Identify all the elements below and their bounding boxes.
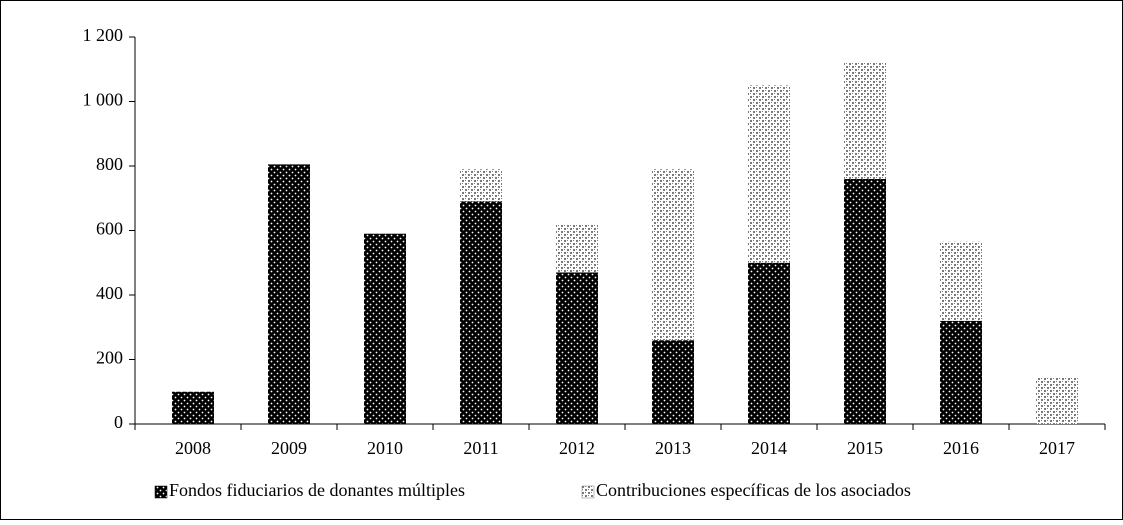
y-tick-label: 1 000 bbox=[83, 90, 124, 110]
bar-segment bbox=[940, 241, 982, 321]
bar-segment bbox=[652, 340, 694, 424]
bar-segment bbox=[748, 262, 790, 424]
bar-segment bbox=[940, 320, 982, 424]
x-tick-label: 2011 bbox=[463, 438, 498, 458]
legend-swatch bbox=[581, 485, 595, 499]
x-tick-label: 2012 bbox=[559, 438, 595, 458]
x-tick-label: 2017 bbox=[1039, 438, 1075, 458]
bar-segment bbox=[460, 169, 502, 202]
bar-segment bbox=[652, 169, 694, 341]
y-tick-label: 800 bbox=[96, 154, 123, 174]
legend-swatch bbox=[154, 485, 168, 499]
x-tick-label: 2008 bbox=[175, 438, 211, 458]
bar-segment bbox=[460, 201, 502, 424]
x-tick-label: 2013 bbox=[655, 438, 691, 458]
bar-segment bbox=[556, 272, 598, 424]
x-tick-label: 2010 bbox=[367, 438, 403, 458]
x-tick-label: 2009 bbox=[271, 438, 307, 458]
x-tick-label: 2016 bbox=[943, 438, 979, 458]
bar-segment bbox=[844, 178, 886, 424]
bar-segment bbox=[748, 85, 790, 263]
y-tick-label: 1 200 bbox=[83, 25, 124, 45]
y-tick-label: 0 bbox=[114, 412, 123, 432]
bar-segment bbox=[844, 62, 886, 179]
x-tick-label: 2015 bbox=[847, 438, 883, 458]
bar-segment bbox=[556, 224, 598, 273]
y-tick-label: 400 bbox=[96, 283, 123, 303]
x-tick-label: 2014 bbox=[751, 438, 787, 458]
bar-segment bbox=[364, 233, 406, 424]
y-tick-label: 600 bbox=[96, 219, 123, 239]
bar-segment bbox=[268, 164, 310, 424]
y-tick-label: 200 bbox=[96, 348, 123, 368]
legend-label: Contribuciones específicas de los asocia… bbox=[596, 480, 911, 500]
bar-segment bbox=[172, 391, 214, 424]
legend-label: Fondos fiduciarios de donantes múltiples bbox=[169, 480, 465, 500]
bar-segment bbox=[1036, 377, 1078, 424]
